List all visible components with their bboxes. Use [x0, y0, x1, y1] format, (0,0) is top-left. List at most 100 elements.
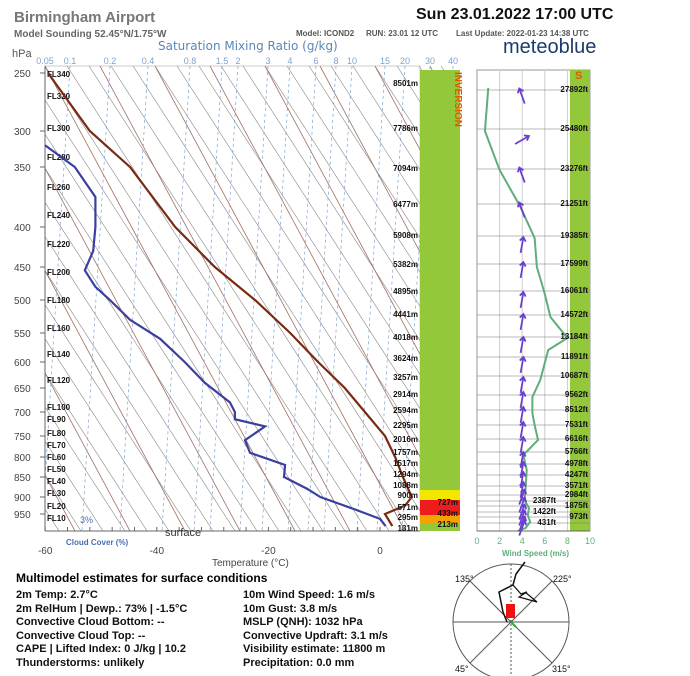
height-ft-label: 19385ft [560, 231, 588, 240]
height-ft-label: 973ft [569, 512, 588, 521]
mixing-ratio-tick: 6 [313, 56, 318, 66]
pressure-tick-label: 450 [14, 263, 31, 274]
mixing-ratio-tick: 20 [400, 56, 410, 66]
wind-speed-line [483, 87, 569, 532]
wind-tick-label: 8 [565, 536, 570, 546]
wind-arrow-icon [518, 515, 528, 532]
isotherm [650, 66, 690, 531]
dry-adiabat [0, 66, 15, 531]
height-m-label: 1757m [393, 448, 418, 457]
pressure-tick-label: 700 [14, 408, 31, 419]
wind-arrow-shaft [519, 291, 525, 309]
height-ft-label: 16061ft [560, 286, 588, 295]
dry-adiabat [573, 66, 690, 531]
dry-adiabat [639, 66, 690, 531]
wind-arrow-head [519, 312, 527, 319]
model-run: RUN: 23.01 12 UTC [366, 29, 439, 38]
isotherm [99, 66, 351, 531]
flight-level-label: FL90 [47, 415, 66, 424]
wind-arrow-icon [516, 201, 526, 218]
pressure-tick-label: 800 [14, 453, 31, 464]
wind-tick-label: 10 [585, 536, 595, 546]
flight-level-label: FL80 [47, 429, 66, 438]
wind-arrow-head [519, 290, 527, 297]
height-m-label: 2914m [393, 390, 418, 399]
dry-adiabat [45, 235, 236, 531]
wind-arrow-shaft [519, 376, 525, 394]
wind-arrow-shaft [519, 261, 525, 279]
temperature-tick-label: -40 [150, 546, 165, 557]
wind-arrow-head [520, 488, 528, 495]
inversion-label: INVERSION [452, 72, 463, 127]
wind-arrow-head [519, 375, 527, 382]
wind-arrow-head [520, 496, 528, 503]
pressure-tick-label: 500 [14, 296, 31, 307]
height-ft-label: 2984ft [565, 490, 588, 499]
height-ft-label: 8512ft [565, 405, 588, 414]
height-m-label: 1294m [393, 470, 418, 479]
height-m-label: 571m [398, 503, 418, 512]
pressure-tick-label: 900 [14, 493, 31, 504]
surface-right-item: 10m Wind Speed: 1.6 m/s [243, 589, 375, 601]
dry-adiabat [45, 406, 126, 531]
wind-arrow-icon [518, 496, 528, 513]
wind-arrow-head [519, 435, 527, 442]
wind-right-strip [570, 70, 590, 531]
flight-level-label: FL200 [47, 268, 71, 277]
height-m-label: 5382m [393, 260, 418, 269]
wind-arrow-shaft [519, 421, 525, 439]
surface-left-item: Thunderstorms: unlikely [16, 657, 145, 669]
height-ft-label: 23276ft [560, 164, 588, 173]
temperature-line [47, 72, 414, 527]
height-ft-label: 27892ft [560, 85, 588, 94]
dry-adiabat [330, 66, 460, 267]
flight-level-label: FL240 [47, 211, 71, 220]
wind-arrow-head [519, 420, 527, 427]
flight-level-label: FL260 [47, 183, 71, 192]
flight-level-label: FL220 [47, 240, 71, 249]
flight-level-label: FL300 [47, 124, 71, 133]
flight-level-label: FL320 [47, 92, 71, 101]
height-m-label: 2016m [393, 435, 418, 444]
dry-adiabat [352, 66, 460, 233]
temperature-axis-title: Temperature (°C) [212, 558, 289, 569]
dry-adiabat [264, 66, 460, 369]
mixing-ratio-tick: 0.2 [104, 56, 117, 66]
surface-right-item: Precipitation: 0.0 mm [243, 657, 355, 669]
isotherm [374, 66, 460, 225]
wind-arrow-head [520, 519, 528, 526]
wind-arrow-head [519, 460, 527, 467]
flight-level-label: FL120 [47, 376, 71, 385]
height-m-label: 727m [438, 498, 458, 507]
dry-adiabat [45, 167, 280, 531]
dry-adiabat [45, 99, 324, 531]
mixing-ratio-tick: 8 [333, 56, 338, 66]
surface-label: surface [165, 527, 201, 539]
flight-level-label: FL70 [47, 441, 66, 450]
mixing-ratio-tick: 10 [347, 56, 357, 66]
height-ft-label: 4247ft [565, 470, 588, 479]
mixing-ratio-tick: 4 [287, 56, 292, 66]
wind-arrow-shaft [518, 520, 526, 536]
hodograph-label: 315° [552, 664, 571, 674]
flight-level-label: FL30 [47, 489, 66, 498]
mixing-ratio-tick: 40 [448, 56, 458, 66]
hodograph-label: 135° [455, 574, 474, 584]
wind-arrow-head [519, 480, 527, 487]
flight-level-label: FL50 [47, 465, 66, 474]
mixing-ratio-axis-title: Saturation Mixing Ratio (g/kg) [158, 39, 338, 53]
pressure-tick-label: 850 [14, 473, 31, 484]
height-m-label: 213m [438, 520, 458, 529]
height-m-label: 5908m [393, 231, 418, 240]
brand-logo[interactable]: meteoblue [503, 36, 597, 58]
temperature-tick-label: 0 [377, 546, 383, 557]
wind-arrow-head [520, 509, 528, 516]
height-m-label: 3624m [393, 354, 418, 363]
wind-tick-label: 2 [497, 536, 502, 546]
height-m-label: 2594m [393, 406, 418, 415]
wind-arrow-icon [519, 312, 527, 331]
isotherm [264, 66, 460, 430]
wind-arrow-shaft [518, 497, 526, 513]
dry-adiabat [45, 66, 346, 531]
wind-arrow-shaft [518, 516, 526, 532]
